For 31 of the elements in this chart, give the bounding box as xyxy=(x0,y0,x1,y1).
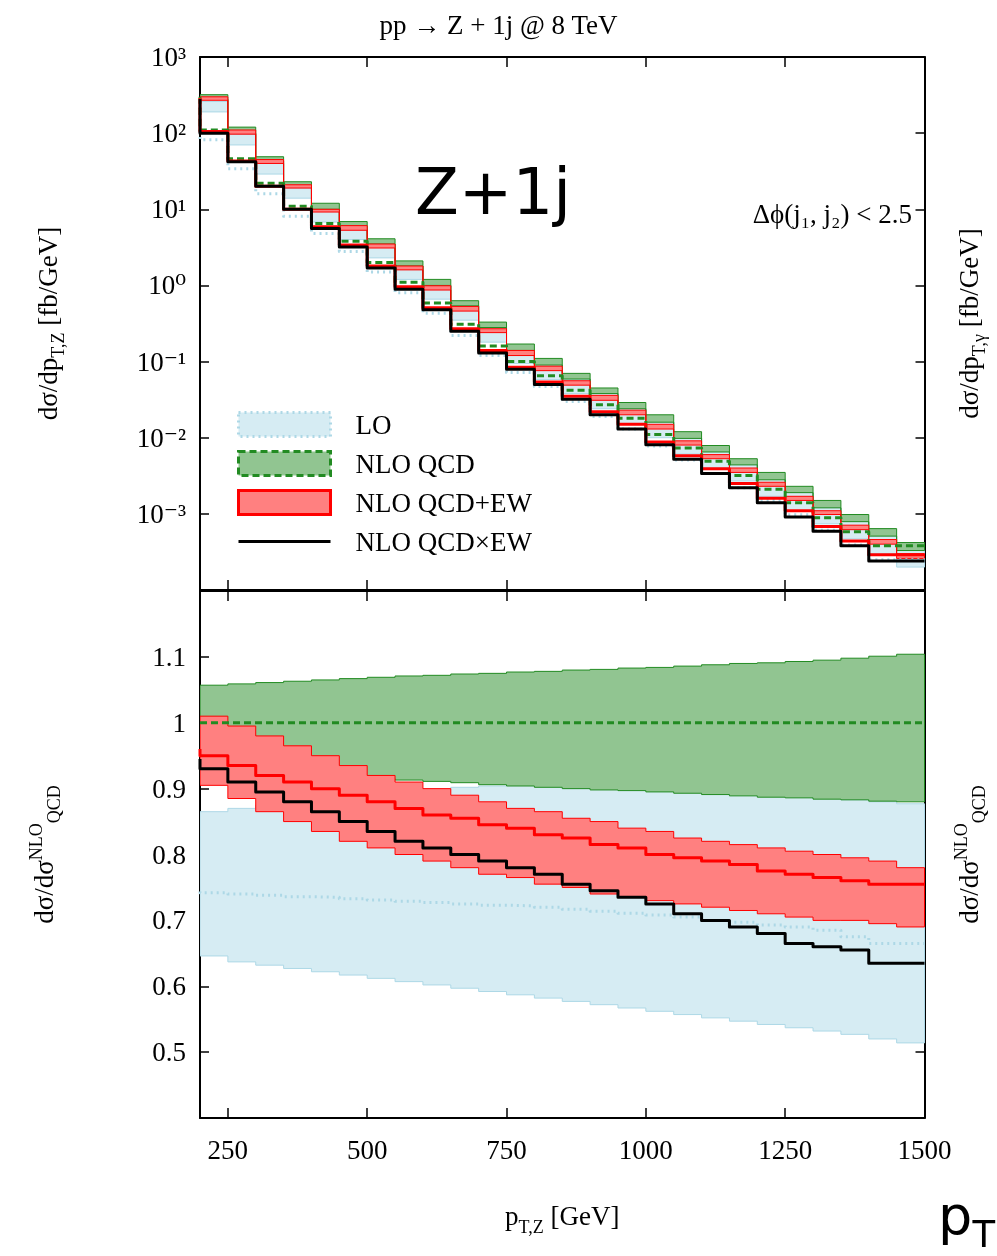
y-tick-label: 10⁰ xyxy=(148,270,187,301)
y-tick-label: 0.9 xyxy=(152,773,186,804)
y-tick-label: 10⁻¹ xyxy=(136,346,186,377)
y-axis-title: dσ/dσNLOQCD xyxy=(25,785,64,924)
legend-label: LO xyxy=(355,409,392,440)
y-tick-label: 10² xyxy=(150,118,186,149)
y-tick-label: 0.7 xyxy=(152,905,186,936)
y-tick-label: 1 xyxy=(172,707,186,738)
legend-label: NLO QCD×EW xyxy=(355,526,533,557)
y-tick-label: 0.5 xyxy=(152,1037,186,1068)
y-tick-label: 0.8 xyxy=(152,839,186,870)
y-tick-label: 0.6 xyxy=(152,971,186,1002)
x-tick-label: 1000 xyxy=(618,1134,673,1165)
y2-axis-title: dσ/dσNLOQCD xyxy=(950,785,989,924)
legend-label: NLO QCD+EW xyxy=(355,487,533,518)
chart-title: pp → Z + 1j @ 8 TeV xyxy=(379,9,618,40)
x-tick-label: 250 xyxy=(207,1134,249,1165)
annotation: Z+1j xyxy=(415,155,571,229)
y2-axis-title: dσ/dpT,γ [fb/GeV] xyxy=(953,228,989,419)
y-tick-label: 10⁻³ xyxy=(136,498,186,529)
x-tick-label: 1500 xyxy=(897,1134,952,1165)
x-tick-label: 500 xyxy=(346,1134,388,1165)
y-tick-label: 10¹ xyxy=(150,194,186,225)
y-tick-label: 1.1 xyxy=(152,641,186,672)
y-tick-label: 10⁻² xyxy=(136,422,186,453)
annotation: Δϕ(j₁, j₂) < 2.5 xyxy=(752,198,913,229)
x-tick-label: 750 xyxy=(486,1134,527,1165)
legend-label: NLO QCD xyxy=(355,448,475,479)
y-tick-label: 10³ xyxy=(150,42,186,72)
y-axis-title: dσ/dpT,Z [fb/GeV] xyxy=(32,226,68,421)
x-tick-label: 1250 xyxy=(758,1134,813,1165)
